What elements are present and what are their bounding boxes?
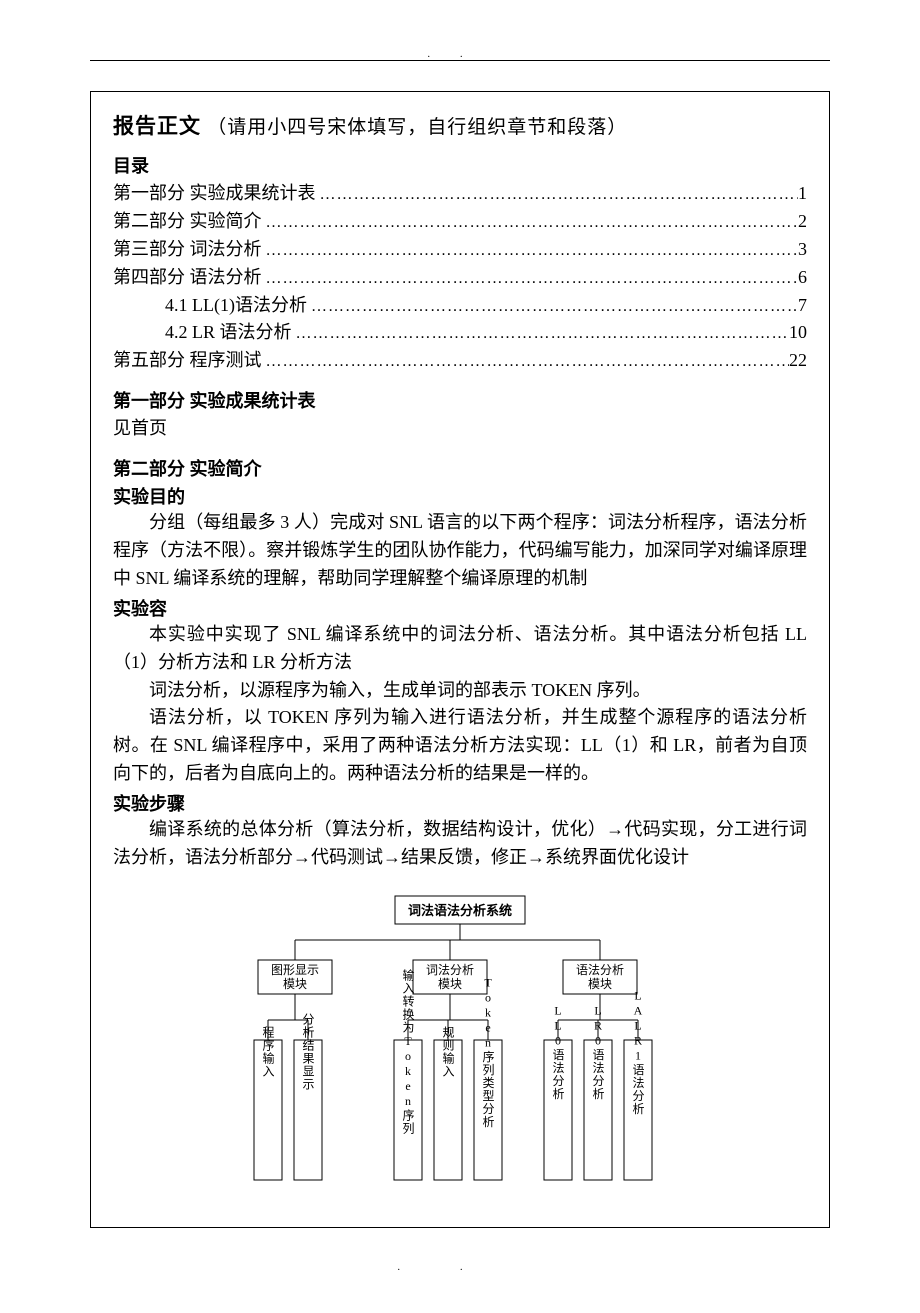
title-note: （请用小四号宋体填写，自行组织章节和段落）: [207, 117, 627, 138]
toc-label: 4.1 LL(1)语法分析: [165, 292, 307, 320]
svg-text:模块: 模块: [283, 977, 307, 991]
svg-text:词法分析: 词法分析: [426, 963, 474, 977]
top-rule-dots: ..: [428, 49, 493, 60]
toc-dots: [292, 322, 789, 347]
toc-row: 第一部分 实验成果统计表 1: [113, 180, 807, 208]
toc-page: 2: [798, 208, 807, 236]
sub2-p1: 本实验中实现了 SNL 编译系统中的词法分析、语法分析。其中语法分析包括 LL（…: [113, 621, 807, 677]
svg-text:语法分析: 语法分析: [576, 963, 624, 977]
svg-text:LALR1语法分析: LALR1语法分析: [631, 988, 645, 1115]
toc-row: 第五部分 程序测试 22: [113, 347, 807, 375]
diagram: 词法语法分析系统图形显示模块词法分析模块语法分析模块程序输入分析结果显示输入转换…: [200, 890, 720, 1205]
sub1-p1: 分组（每组最多 3 人）完成对 SNL 语言的以下两个程序：词法分析程序，语法分…: [113, 509, 807, 593]
sub2-heading: 实验容: [113, 595, 807, 621]
title-bold: 报告正文: [113, 114, 201, 138]
toc-row: 第三部分 词法分析 3: [113, 236, 807, 264]
toc-label: 第二部分 实验简介: [113, 208, 262, 236]
toc-dots: [262, 267, 799, 292]
svg-text:输入转换为Token序列: 输入转换为Token序列: [401, 967, 415, 1134]
toc-dots: [262, 211, 799, 236]
toc-page: 22: [789, 347, 807, 375]
top-rule: ..: [90, 60, 830, 61]
section2-heading: 第二部分 实验简介: [113, 455, 807, 481]
svg-text:词法语法分析系统: 词法语法分析系统: [408, 903, 512, 918]
section1-body: 见首页: [113, 415, 807, 443]
toc-label: 4.2 LR 语法分析: [165, 319, 292, 347]
toc-row: 第二部分 实验简介 2: [113, 208, 807, 236]
toc-dots: [307, 295, 798, 320]
sub3-heading: 实验步骤: [113, 790, 807, 816]
sub1-heading: 实验目的: [113, 483, 807, 509]
diagram-svg: 词法语法分析系统图形显示模块词法分析模块语法分析模块程序输入分析结果显示输入转换…: [200, 890, 720, 1200]
toc-dots: [316, 183, 799, 208]
toc-label: 第一部分 实验成果统计表: [113, 180, 316, 208]
toc-page: 10: [789, 319, 807, 347]
svg-text:LL0语法分析: LL0语法分析: [551, 1003, 565, 1100]
sub3-p1: 编译系统的总体分析（算法分析，数据结构设计，优化）→代码实现，分工进行词法分析，…: [113, 816, 807, 872]
svg-text:程序输入: 程序输入: [261, 1024, 275, 1077]
toc-label: 第三部分 词法分析: [113, 236, 262, 264]
sub2-p2: 词法分析，以源程序为输入，生成单词的部表示 TOKEN 序列。: [113, 677, 807, 705]
toc-dots: [262, 350, 790, 375]
svg-text:模块: 模块: [438, 977, 462, 991]
toc-dots: [262, 239, 799, 264]
content-frame: 报告正文 （请用小四号宋体填写，自行组织章节和段落） 目录 第一部分 实验成果统…: [90, 91, 830, 1228]
toc-page: 7: [798, 292, 807, 320]
toc-heading: 目录: [113, 152, 807, 178]
toc-row: 4.2 LR 语法分析 10: [113, 319, 807, 347]
svg-text:模块: 模块: [588, 977, 612, 991]
sub2-p3: 语法分析，以 TOKEN 序列为输入进行语法分析，并生成整个源程序的语法分析树。…: [113, 704, 807, 788]
toc-page: 1: [798, 180, 807, 208]
title-line: 报告正文 （请用小四号宋体填写，自行组织章节和段落）: [113, 110, 807, 140]
toc-page: 3: [798, 236, 807, 264]
svg-text:Token序列类型分析: Token序列类型分析: [481, 975, 495, 1128]
toc-label: 第五部分 程序测试: [113, 347, 262, 375]
toc-label: 第四部分 语法分析: [113, 264, 262, 292]
page: .. 报告正文 （请用小四号宋体填写，自行组织章节和段落） 目录 第一部分 实验…: [0, 0, 920, 1313]
toc-row: 4.1 LL(1)语法分析 7: [113, 292, 807, 320]
svg-text:图形显示: 图形显示: [271, 963, 319, 977]
diagram-wrap: 词法语法分析系统图形显示模块词法分析模块语法分析模块程序输入分析结果显示输入转换…: [113, 890, 807, 1205]
section1-heading: 第一部分 实验成果统计表: [113, 387, 807, 413]
toc-list: 第一部分 实验成果统计表1第二部分 实验简介2第三部分 词法分析3第四部分 语法…: [113, 180, 807, 375]
bottom-dots: ..: [90, 1262, 830, 1273]
toc-row: 第四部分 语法分析 6: [113, 264, 807, 292]
toc-page: 6: [798, 264, 807, 292]
svg-text:规则输入: 规则输入: [441, 1024, 455, 1077]
svg-text:LR0语法分析: LR0语法分析: [591, 1003, 605, 1100]
svg-text:分析结果显示: 分析结果显示: [301, 1012, 315, 1090]
